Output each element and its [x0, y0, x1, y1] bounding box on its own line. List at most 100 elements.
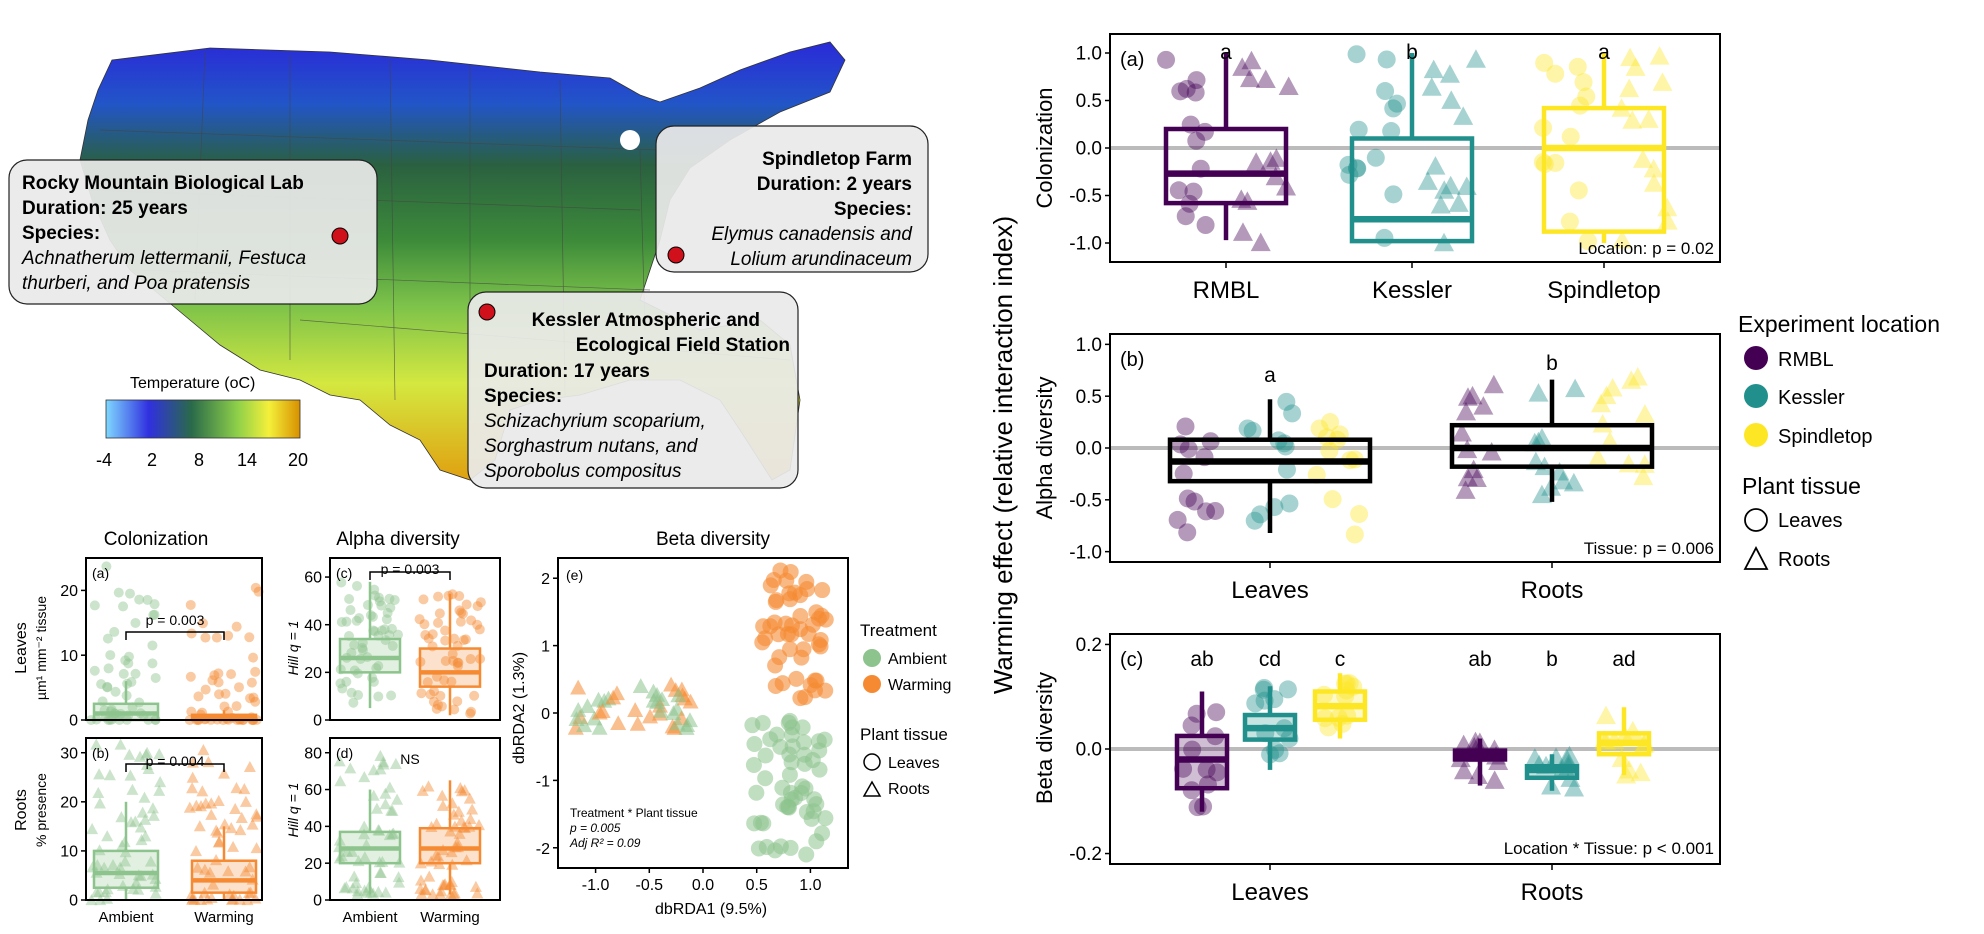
ra-pts-roots-2-9	[1620, 47, 1641, 67]
lp-c-bracket	[369, 571, 451, 580]
rb-pts-roots-1-6	[1563, 472, 1584, 492]
lp-e-ytick-label-0: -2	[536, 841, 550, 858]
lp-c-pts-ambient-36	[369, 626, 380, 637]
rb-pts-roots-2-1	[1634, 404, 1655, 423]
kessler-name-2: Ecological Field Station	[576, 335, 790, 356]
lp-b-pts-warming-53	[205, 797, 218, 809]
lp-e-root-pt-13	[627, 702, 644, 717]
lp-c-pts-warming-28	[422, 677, 433, 688]
lp-d-ytick-label-1: 20	[304, 856, 322, 873]
lp-b-pts-ambient-28	[119, 855, 132, 867]
lp-c-pts-warming-13	[432, 699, 443, 710]
lp-a-pts-warming-0	[200, 684, 211, 695]
lp-e-leaf-amb-3	[746, 735, 763, 752]
lp-a-ytick-label-0: 0	[69, 713, 78, 730]
rc-box-4	[1524, 754, 1580, 791]
lp-b-ytick-label-3: 30	[60, 745, 78, 762]
lp-c-pts-warming-47	[435, 690, 446, 701]
lp-d-pts-ambient-3	[346, 845, 359, 857]
lp-e-leaf-warm-43	[771, 649, 788, 666]
lp-e-leaf-warm-48	[813, 607, 830, 624]
rb-pts-roots-0-5	[1457, 467, 1478, 487]
lp-b-pts-warming-23	[222, 865, 235, 877]
lp-d-pts-warming-11	[423, 870, 436, 882]
lp-c-pts-ambient-48	[345, 605, 356, 616]
lp-e-leaf-warm-41	[792, 608, 809, 625]
lp-d-pts-warming-35	[445, 875, 458, 888]
lp-b-pts-warming-7	[186, 771, 199, 783]
lp-d-pts-warming-46	[415, 888, 428, 900]
lp-b-pts-warming-47	[183, 801, 196, 813]
ra-xlabel-1: Kessler	[1372, 277, 1452, 304]
lp-b-pts-warming-59	[250, 810, 263, 822]
lp-b-pts-ambient-42	[98, 861, 111, 873]
lp-c-pts-ambient-15	[349, 639, 360, 650]
ra-letter-0: a	[1220, 41, 1232, 64]
lp-d-pts-ambient-6	[334, 775, 347, 787]
rc-xlabel-1: Roots	[1521, 879, 1584, 906]
lp-d-pts-warming-54	[444, 825, 457, 837]
ra-box-rmbl	[1163, 53, 1289, 241]
rb-pts-leaves-1-10	[1277, 460, 1296, 479]
lp-a-pts-warming-30	[197, 618, 208, 629]
lp-b-pts-ambient-13	[90, 738, 103, 750]
lp-d-box-warming-box	[418, 826, 482, 865]
lp-c-pts-warming-32	[461, 599, 472, 610]
legend-spindletop: Spindletop	[1778, 426, 1873, 448]
lp-a-pts-ambient-44	[101, 561, 112, 572]
ra-box-spindletop-box	[1541, 105, 1667, 234]
lp-a-pts-warming-49	[246, 677, 257, 688]
rb-pts-roots-2-3	[1621, 370, 1642, 389]
ra-box-kessler	[1349, 53, 1475, 244]
ra-tag: (a)	[1120, 49, 1144, 71]
ra-pts-roots-1-11	[1425, 156, 1446, 175]
lp-d-pts-ambient-9	[385, 804, 398, 816]
lp-c-pts-warming-16	[436, 701, 447, 712]
lp-b-pts-ambient-0	[132, 883, 145, 895]
rb-pts-leaves-1-4	[1280, 494, 1299, 513]
rc-letter-5: ad	[1612, 648, 1635, 671]
right-b-ylabel: Alpha diversity	[1032, 376, 1057, 519]
ra-pts-roots-1-5	[1448, 193, 1469, 212]
lp-c-pts-warming-19	[452, 657, 463, 668]
lp-c-pts-warming-25	[466, 706, 477, 717]
lp-c-box-ambient-box	[338, 637, 402, 674]
ra-pts-leaves-1-6	[1366, 148, 1385, 167]
lp-d-pts-ambient-12	[338, 882, 351, 894]
rc-box-0	[1174, 691, 1230, 812]
row-label-roots: Roots	[13, 789, 30, 831]
lp-d-pts-ambient-31	[379, 787, 392, 799]
lp-a-tag: (a)	[92, 565, 109, 581]
lp-d-pts-warming-2	[432, 850, 445, 862]
lp-c-pts-ambient-35	[346, 647, 357, 658]
lp-b-pts-ambient-7	[149, 887, 162, 899]
lp-c-pts-warming-51	[420, 629, 431, 640]
rb-ytick-label-0: -1.0	[1069, 542, 1102, 563]
lp-b-pts-ambient-4	[114, 861, 127, 873]
lp-b-pts-warming-31	[250, 842, 263, 854]
rb-letter-0: a	[1264, 364, 1276, 387]
legend-ambient: Ambient	[888, 651, 947, 668]
lp-a-pts-ambient-36	[113, 587, 124, 598]
lp-e-leaf-warm-45	[786, 584, 803, 601]
rb-pts-roots-1-10	[1549, 461, 1570, 481]
lp-a-pts-ambient-37	[103, 663, 114, 674]
lp-c-pts-ambient-5	[385, 602, 396, 613]
lp-d-pts-warming-1	[430, 817, 443, 829]
ra-pts-leaves-2-1	[1561, 127, 1580, 146]
lp-c-tag: (c)	[336, 565, 352, 581]
rc-letter-4: b	[1546, 648, 1558, 671]
lp-c-pts-ambient-44	[353, 690, 364, 701]
rb-pts-leaves-1-11	[1251, 505, 1270, 524]
rb-pts-roots-0-9	[1451, 422, 1472, 442]
lp-e-ytick-label-2: 0	[541, 706, 550, 723]
lp-c-pts-warming-46	[469, 690, 480, 701]
ra-pts-roots-0-7	[1255, 69, 1276, 89]
lp-c-pts-warming-10	[440, 655, 451, 666]
lp-b-stat: p = 0.004	[146, 753, 205, 769]
lp-b-pts-ambient-6	[153, 784, 166, 796]
lp-b-tag: (b)	[92, 745, 109, 761]
rc-box-1	[1242, 686, 1298, 770]
rc-pts-2-2	[1337, 674, 1356, 693]
lp-a-pts-warming-17	[244, 632, 255, 643]
